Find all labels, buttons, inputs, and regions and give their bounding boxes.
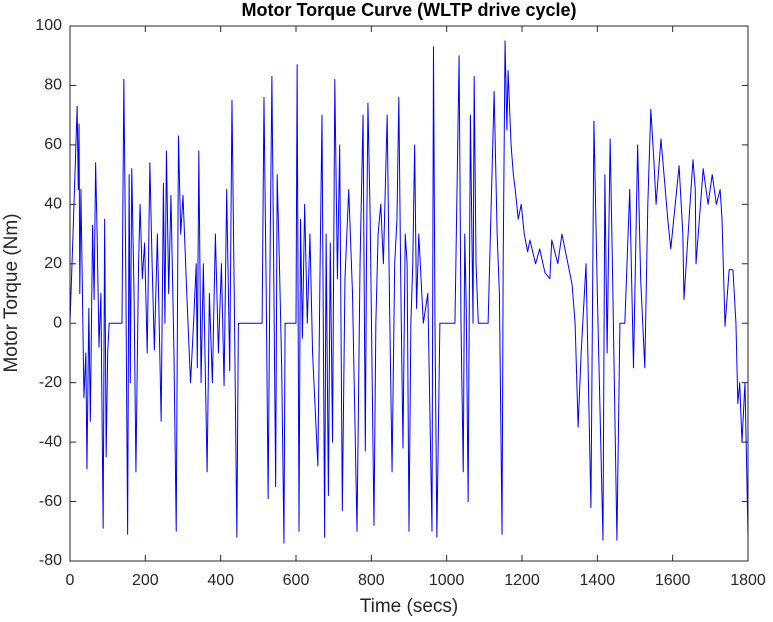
data-line <box>69 40 749 544</box>
y-tick-label: 80 <box>44 77 62 94</box>
plot-frame <box>69 25 749 562</box>
y-tick-label: 60 <box>44 136 62 153</box>
y-axis-label: Motor Torque (Nm) <box>1 213 22 372</box>
y-tick-label: -60 <box>39 493 62 510</box>
y-tick-label: -80 <box>39 552 62 569</box>
chart-title: Motor Torque Curve (WLTP drive cycle) <box>241 0 576 20</box>
y-tick-label: 20 <box>44 255 62 272</box>
x-tick-label: 1600 <box>655 572 691 589</box>
x-tick-label: 0 <box>66 572 75 589</box>
y-tick-label: 100 <box>35 17 62 34</box>
x-tick-label: 1000 <box>429 572 465 589</box>
x-tick-label: 1200 <box>504 572 540 589</box>
y-tick-label: -40 <box>39 433 62 450</box>
x-tick-label: 800 <box>358 572 385 589</box>
y-tick-label: 0 <box>53 314 62 331</box>
x-axis-label: Time (secs) <box>360 596 459 617</box>
y-tick-label: 40 <box>44 196 62 213</box>
y-tick-label: -20 <box>39 374 62 391</box>
x-tick-label: 1800 <box>730 572 766 589</box>
x-tick-label: 600 <box>283 572 310 589</box>
x-tick-label: 400 <box>207 572 234 589</box>
x-tick-label: 200 <box>132 572 159 589</box>
x-tick-label: 1400 <box>580 572 616 589</box>
